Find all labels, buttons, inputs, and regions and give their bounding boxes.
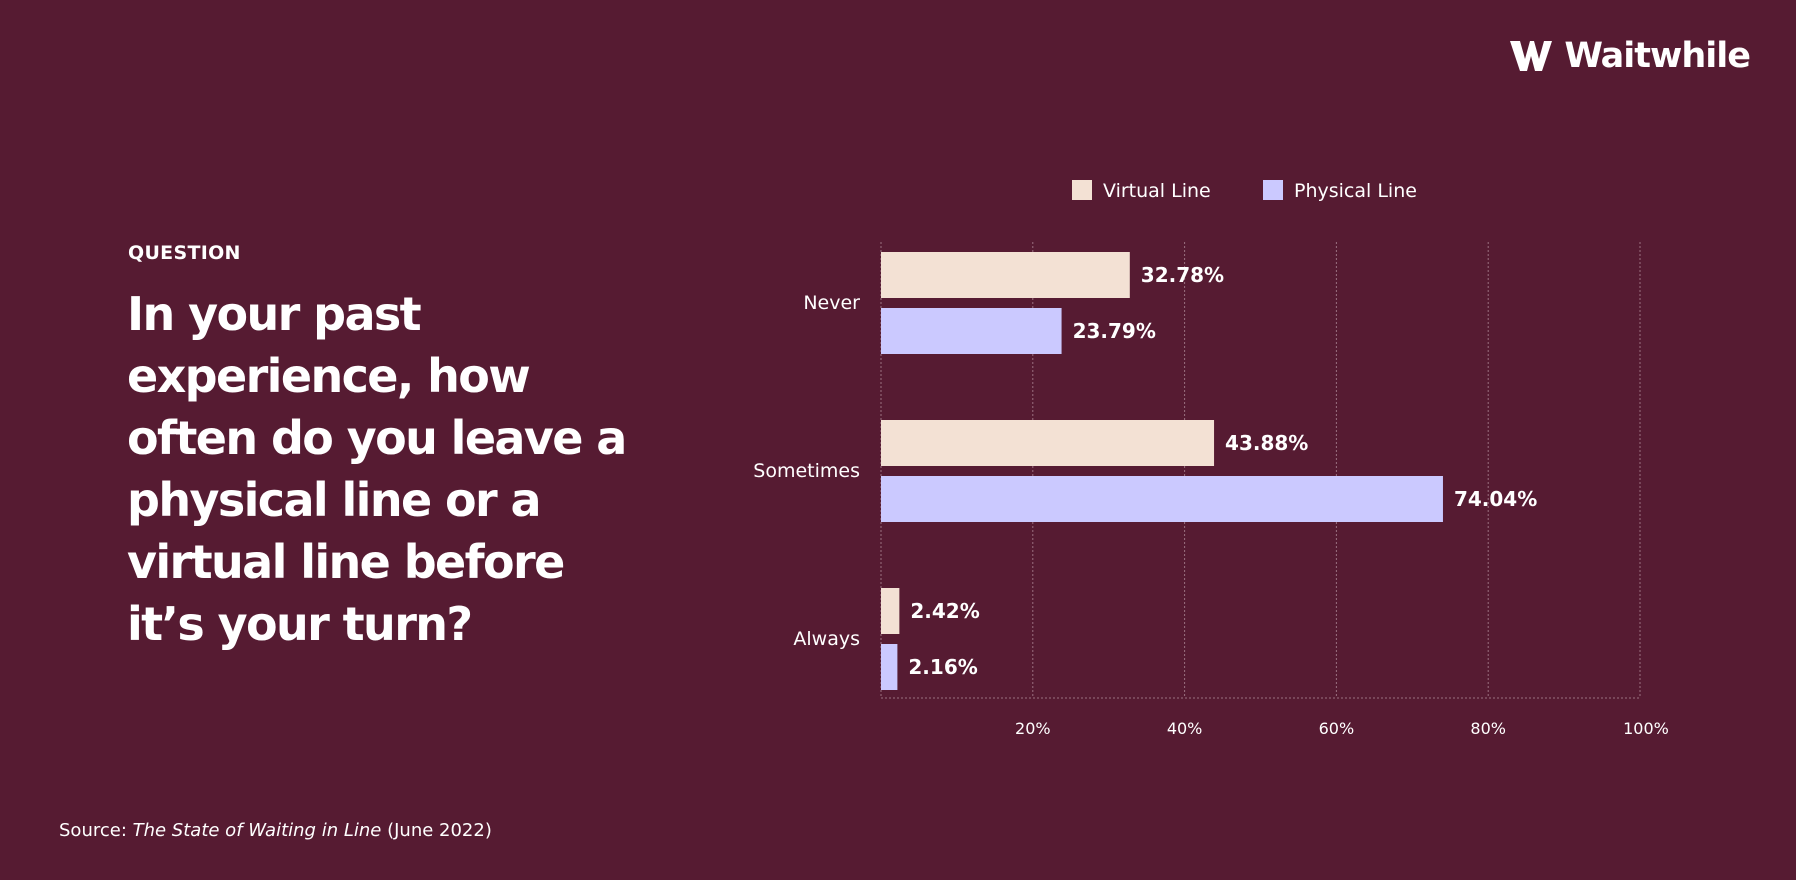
bar-sometimes-physical-line xyxy=(881,476,1443,522)
bar-always-physical-line xyxy=(881,644,898,690)
bar-always-virtual-line xyxy=(881,588,900,634)
data-label: 32.78% xyxy=(1141,263,1224,287)
data-label: 23.79% xyxy=(1073,319,1156,343)
bar-never-virtual-line xyxy=(881,252,1130,298)
bar-sometimes-virtual-line xyxy=(881,420,1215,466)
source-suffix: (June 2022) xyxy=(381,820,492,841)
x-tick-label: 100% xyxy=(1623,719,1669,738)
question-kicker: QUESTION xyxy=(128,242,241,264)
x-tick-label: 40% xyxy=(1167,719,1203,738)
category-label-always: Always xyxy=(793,628,860,650)
category-label-never: Never xyxy=(803,292,860,314)
legend-swatch-virtual-line xyxy=(1072,180,1092,200)
x-tick-label: 80% xyxy=(1470,719,1506,738)
waitwhile-logo-icon xyxy=(1510,41,1553,71)
legend-label-physical-line: Physical Line xyxy=(1294,180,1417,202)
x-tick-label: 20% xyxy=(1015,719,1051,738)
legend-label-virtual-line: Virtual Line xyxy=(1103,180,1211,202)
data-label: 2.16% xyxy=(908,655,977,679)
bar-never-physical-line xyxy=(881,308,1062,354)
data-label: 43.88% xyxy=(1225,431,1308,455)
question-headline: In your past experience, how often do yo… xyxy=(127,287,627,651)
x-tick-label: 60% xyxy=(1319,719,1355,738)
category-label-sometimes: Sometimes xyxy=(753,460,860,482)
source-title: The State of Waiting in Line xyxy=(132,820,382,841)
brand-logo: Waitwhile xyxy=(1508,36,1751,76)
data-label: 74.04% xyxy=(1454,487,1537,511)
brand-name: Waitwhile xyxy=(1564,36,1751,76)
data-label: 2.42% xyxy=(910,599,979,623)
legend-swatch-physical-line xyxy=(1263,180,1283,200)
source-note: Source: The State of Waiting in Line (Ju… xyxy=(59,820,492,841)
source-prefix: Source: xyxy=(59,820,133,841)
